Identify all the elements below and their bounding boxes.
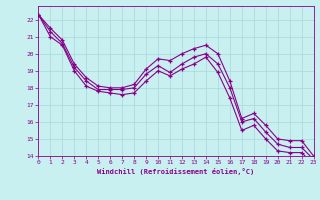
X-axis label: Windchill (Refroidissement éolien,°C): Windchill (Refroidissement éolien,°C) [97, 168, 255, 175]
